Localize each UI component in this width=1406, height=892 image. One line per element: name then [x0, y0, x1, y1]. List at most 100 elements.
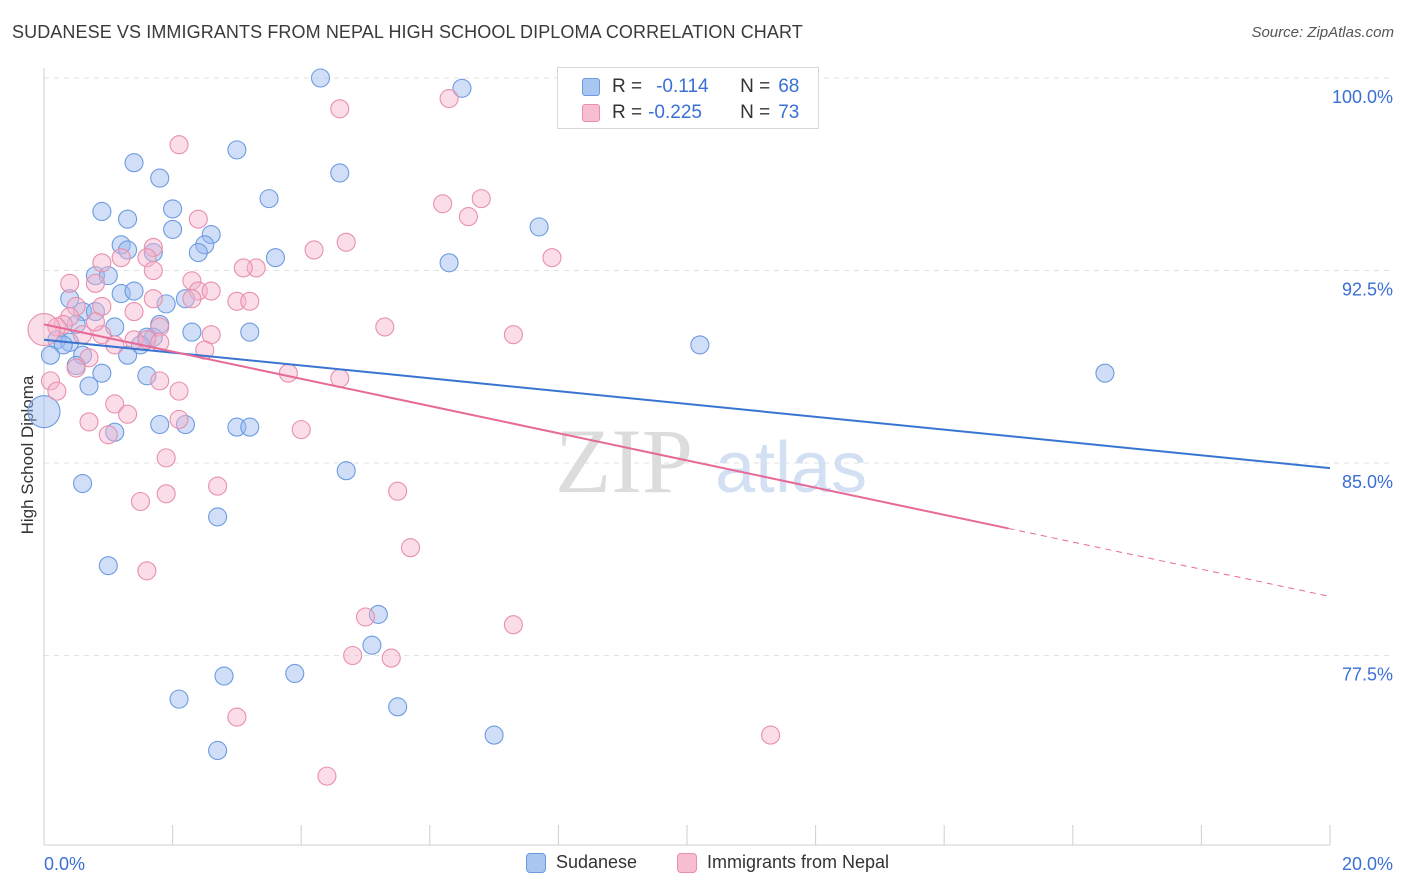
- point-nepal: [471, 189, 491, 209]
- point-sudanese: [259, 189, 279, 209]
- point-nepal: [47, 381, 67, 401]
- point-nepal: [355, 607, 376, 627]
- point-sudanese: [484, 725, 504, 745]
- bottom-legend-label-sudanese: Sudanese: [556, 852, 638, 872]
- legend-r-label: R =: [612, 76, 643, 97]
- point-sudanese: [388, 697, 408, 717]
- point-nepal: [381, 648, 401, 668]
- point-sudanese: [175, 414, 196, 435]
- point-nepal: [27, 312, 61, 347]
- point-nepal: [66, 358, 86, 378]
- point-sudanese: [182, 322, 202, 342]
- point-nepal: [150, 317, 170, 337]
- point-nepal: [150, 371, 170, 391]
- axes: [43, 68, 1331, 846]
- gridlines: [44, 77, 1392, 656]
- point-nepal: [79, 348, 99, 368]
- point-nepal: [433, 194, 453, 214]
- point-nepal: [124, 302, 144, 322]
- bottom-legend-swatch-sudanese: [526, 852, 546, 873]
- point-nepal: [60, 307, 80, 327]
- point-nepal: [542, 248, 562, 268]
- point-nepal: [143, 237, 163, 257]
- point-nepal: [92, 253, 112, 273]
- point-sudanese: [330, 163, 350, 183]
- point-sudanese: [208, 507, 228, 527]
- y-tick-label: 85.0%: [1342, 472, 1393, 492]
- point-nepal: [503, 615, 523, 635]
- point-nepal: [66, 296, 86, 316]
- point-sudanese: [98, 556, 118, 576]
- legend-r-value: -0.114: [656, 76, 709, 97]
- point-sudanese: [137, 366, 157, 386]
- legend-n-value: 68: [778, 76, 800, 97]
- point-nepal: [85, 273, 105, 293]
- bottom-legend-sudanese: Sudanese: [526, 852, 637, 873]
- point-sudanese: [690, 335, 710, 355]
- point-nepal: [156, 484, 176, 504]
- point-sudanese: [92, 201, 112, 222]
- legend-n-label: N =: [740, 102, 771, 123]
- point-nepal: [60, 273, 80, 293]
- legend-swatch-sudanese: [582, 78, 600, 96]
- point-nepal: [330, 99, 350, 119]
- legend-n-label: N =: [740, 76, 771, 97]
- trend-line-nepal: [43, 323, 1009, 530]
- point-nepal: [201, 281, 221, 301]
- point-sudanese: [208, 740, 228, 761]
- point-nepal: [85, 312, 105, 332]
- point-sudanese: [163, 199, 183, 219]
- point-nepal: [317, 766, 337, 786]
- tick-labels: 77.5% 85.0% 92.5% 100.0% 0.0% 20.0%: [44, 87, 1393, 874]
- y-tick-label: 77.5%: [1342, 665, 1393, 685]
- point-nepal: [400, 538, 421, 558]
- point-sudanese: [118, 240, 138, 260]
- point-sudanese: [240, 417, 260, 437]
- legend-n-value: 73: [778, 102, 800, 123]
- point-nepal: [388, 481, 408, 501]
- point-sudanese: [214, 666, 234, 686]
- y-tick-label: 100.0%: [1332, 87, 1393, 107]
- y-tick-label: 92.5%: [1342, 280, 1393, 300]
- point-sudanese: [156, 294, 176, 314]
- point-nepal: [143, 260, 163, 281]
- point-sudanese: [362, 635, 382, 655]
- point-sudanese: [169, 689, 189, 709]
- source-label: Source: ZipAtlas.com: [1251, 24, 1394, 41]
- point-nepal: [227, 707, 247, 727]
- legend-row-sudanese: R = -0.114 N = 68: [558, 74, 799, 100]
- chart-title: SUDANESE VS IMMIGRANTS FROM NEPAL HIGH S…: [12, 22, 803, 42]
- point-nepal: [111, 248, 131, 268]
- point-nepal: [375, 317, 395, 337]
- point-sudanese: [195, 235, 215, 255]
- point-nepal: [240, 291, 260, 311]
- point-nepal: [40, 371, 60, 391]
- point-nepal: [143, 289, 163, 309]
- legend-swatch-nepal: [582, 104, 600, 122]
- point-nepal: [98, 425, 118, 445]
- trend-line-nepal-dashed: [1008, 527, 1331, 597]
- point-nepal: [330, 368, 350, 388]
- point-nepal: [439, 88, 459, 109]
- point-sudanese: [163, 219, 183, 239]
- point-sudanese: [227, 140, 247, 160]
- point-sudanese: [73, 473, 93, 494]
- point-nepal: [208, 476, 228, 496]
- point-nepal: [503, 325, 523, 345]
- point-sudanese: [285, 663, 305, 684]
- point-sudanese: [118, 209, 138, 229]
- trend-lines: [43, 323, 1331, 597]
- point-nepal: [79, 412, 99, 432]
- point-sudanese: [124, 153, 144, 173]
- point-sudanese: [452, 78, 472, 98]
- bottom-legend-nepal: Immigrants from Nepal: [677, 852, 889, 873]
- point-nepal: [336, 232, 356, 252]
- point-sudanese: [40, 345, 60, 365]
- stats-legend: R = -0.114 N = 68 R = -0.225 N = 73: [557, 67, 819, 129]
- point-sudanese: [310, 68, 331, 88]
- point-nepal: [278, 363, 298, 383]
- legend-r-value: -0.225: [648, 102, 702, 123]
- trend-line-sudanese: [43, 338, 1331, 470]
- point-nepal: [156, 448, 176, 468]
- point-sudanese: [150, 414, 170, 435]
